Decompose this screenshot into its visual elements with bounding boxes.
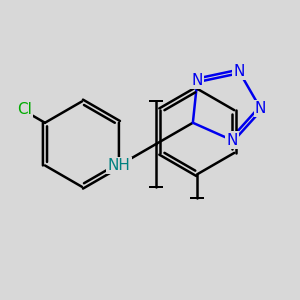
Text: N: N bbox=[233, 64, 245, 79]
Text: Cl: Cl bbox=[17, 102, 32, 117]
Text: N: N bbox=[192, 73, 203, 88]
Text: N: N bbox=[226, 133, 238, 148]
Text: NH: NH bbox=[107, 158, 130, 173]
Text: N: N bbox=[255, 101, 266, 116]
